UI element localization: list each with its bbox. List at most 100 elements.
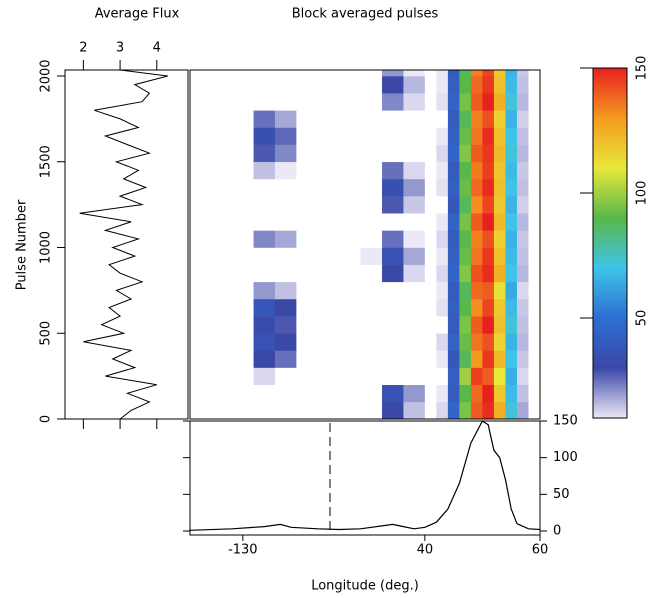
- heatmap-cell: [482, 230, 495, 248]
- heatmap-cell: [470, 384, 483, 403]
- heatmap-cell: [232, 281, 254, 300]
- heatmap-cell: [424, 93, 437, 111]
- heatmap-cell: [424, 264, 437, 283]
- heatmap-cell: [232, 350, 254, 368]
- heatmap-cell: [403, 401, 426, 420]
- heatmap-cell: [339, 298, 361, 317]
- heatmap-cell: [482, 110, 495, 128]
- heatmap-cell: [493, 264, 506, 283]
- heatmap-cell: [274, 213, 297, 231]
- heatmap-cell: [482, 93, 495, 111]
- heatmap-cell: [253, 127, 276, 145]
- heatmap-cell: [253, 144, 276, 163]
- heatmap-cell: [482, 281, 495, 300]
- heatmap-cell: [493, 230, 506, 248]
- heatmap-cell: [274, 247, 297, 265]
- heatmap-cell: [505, 196, 518, 214]
- heatmap-cell: [339, 350, 361, 368]
- heatmap-cell: [482, 196, 495, 214]
- heatmap-cell: [436, 247, 449, 265]
- heatmap-cell: [528, 230, 541, 248]
- heatmap-cell: [317, 281, 340, 300]
- heatmap-cell: [382, 93, 404, 111]
- heatmap-cell: [253, 230, 276, 248]
- heatmap-cell: [360, 196, 383, 214]
- heatmap-cell: [493, 144, 506, 163]
- heatmap-cell: [493, 281, 506, 300]
- heatmap-cell: [403, 213, 426, 231]
- heatmap-cell: [436, 333, 449, 351]
- heatmap-cell: [516, 76, 529, 94]
- heatmap-cell: [447, 213, 460, 231]
- heatmap-cell: [424, 230, 437, 248]
- heatmap-cell: [505, 213, 518, 231]
- heatmap-cell: [296, 161, 319, 180]
- heatmap-cell: [436, 196, 449, 214]
- heatmap-cell: [436, 316, 449, 334]
- heatmap-cell: [317, 247, 340, 265]
- heatmap-cell: [382, 384, 404, 403]
- heatmap-cell: [232, 110, 254, 128]
- heatmap-cell: [482, 298, 495, 317]
- heatmap-cell: [317, 333, 340, 351]
- heatmap-cell: [317, 70, 340, 77]
- heatmap-cell: [211, 178, 233, 197]
- heatmap-cell: [339, 127, 361, 145]
- heatmap-cell: [317, 93, 340, 111]
- heatmap-cell: [339, 144, 361, 163]
- heatmap-cell: [232, 76, 254, 94]
- flux-frame: [64, 69, 189, 420]
- heatmap-cell: [459, 247, 472, 265]
- heatmap-cell: [493, 93, 506, 111]
- heatmap-cell: [403, 367, 426, 386]
- heatmap-cell: [382, 281, 404, 300]
- heatmap-cell: [424, 281, 437, 300]
- heatmap-cell: [382, 230, 404, 248]
- heatmap-cell: [253, 178, 276, 197]
- heatmap-cell: [360, 178, 383, 197]
- heatmap-cell: [459, 316, 472, 334]
- heatmap-cell: [505, 350, 518, 368]
- heatmap-cell: [190, 264, 212, 283]
- heatmap-cell: [470, 281, 483, 300]
- heatmap-cell: [516, 333, 529, 351]
- heatmap-cell: [403, 230, 426, 248]
- heatmap-cell: [274, 196, 297, 214]
- heatmap-cell: [296, 110, 319, 128]
- heatmap-cell: [211, 247, 233, 265]
- heatmap-cell: [211, 298, 233, 317]
- heatmap-cell: [232, 161, 254, 180]
- heatmap-cell: [528, 196, 541, 214]
- heatmap-cell: [470, 76, 483, 94]
- heatmap-cell: [232, 333, 254, 351]
- heatmap-cell: [360, 384, 383, 403]
- heatmap-cell: [211, 367, 233, 386]
- heatmap-cell: [190, 213, 212, 231]
- heatmap-cell: [382, 401, 404, 420]
- heatmap-cell: [190, 178, 212, 197]
- heatmap-cell: [253, 401, 276, 420]
- heatmap-cell: [360, 70, 383, 77]
- heatmap-cell: [424, 367, 437, 386]
- heatmap-cell: [482, 350, 495, 368]
- heatmap-cell: [505, 247, 518, 265]
- heatmap-cell: [505, 161, 518, 180]
- heatmap-cell: [360, 401, 383, 420]
- y-tick-label: 1500: [39, 145, 54, 178]
- heatmap-cell: [403, 298, 426, 317]
- heatmap-cell: [493, 298, 506, 317]
- heatmap-cell: [470, 110, 483, 128]
- heatmap-cell: [459, 213, 472, 231]
- heatmap-cell: [516, 93, 529, 111]
- heatmap-cell: [382, 264, 404, 283]
- heatmap-cell: [317, 230, 340, 248]
- heatmap-cell: [403, 247, 426, 265]
- heatmap-cell: [317, 196, 340, 214]
- heatmap-cell: [211, 161, 233, 180]
- heatmap-cell: [382, 178, 404, 197]
- x-tick-label: 60: [532, 543, 549, 558]
- heatmap-cell: [528, 110, 541, 128]
- heatmap-cell: [447, 264, 460, 283]
- heatmap-cell: [424, 298, 437, 317]
- heatmap-cell: [505, 76, 518, 94]
